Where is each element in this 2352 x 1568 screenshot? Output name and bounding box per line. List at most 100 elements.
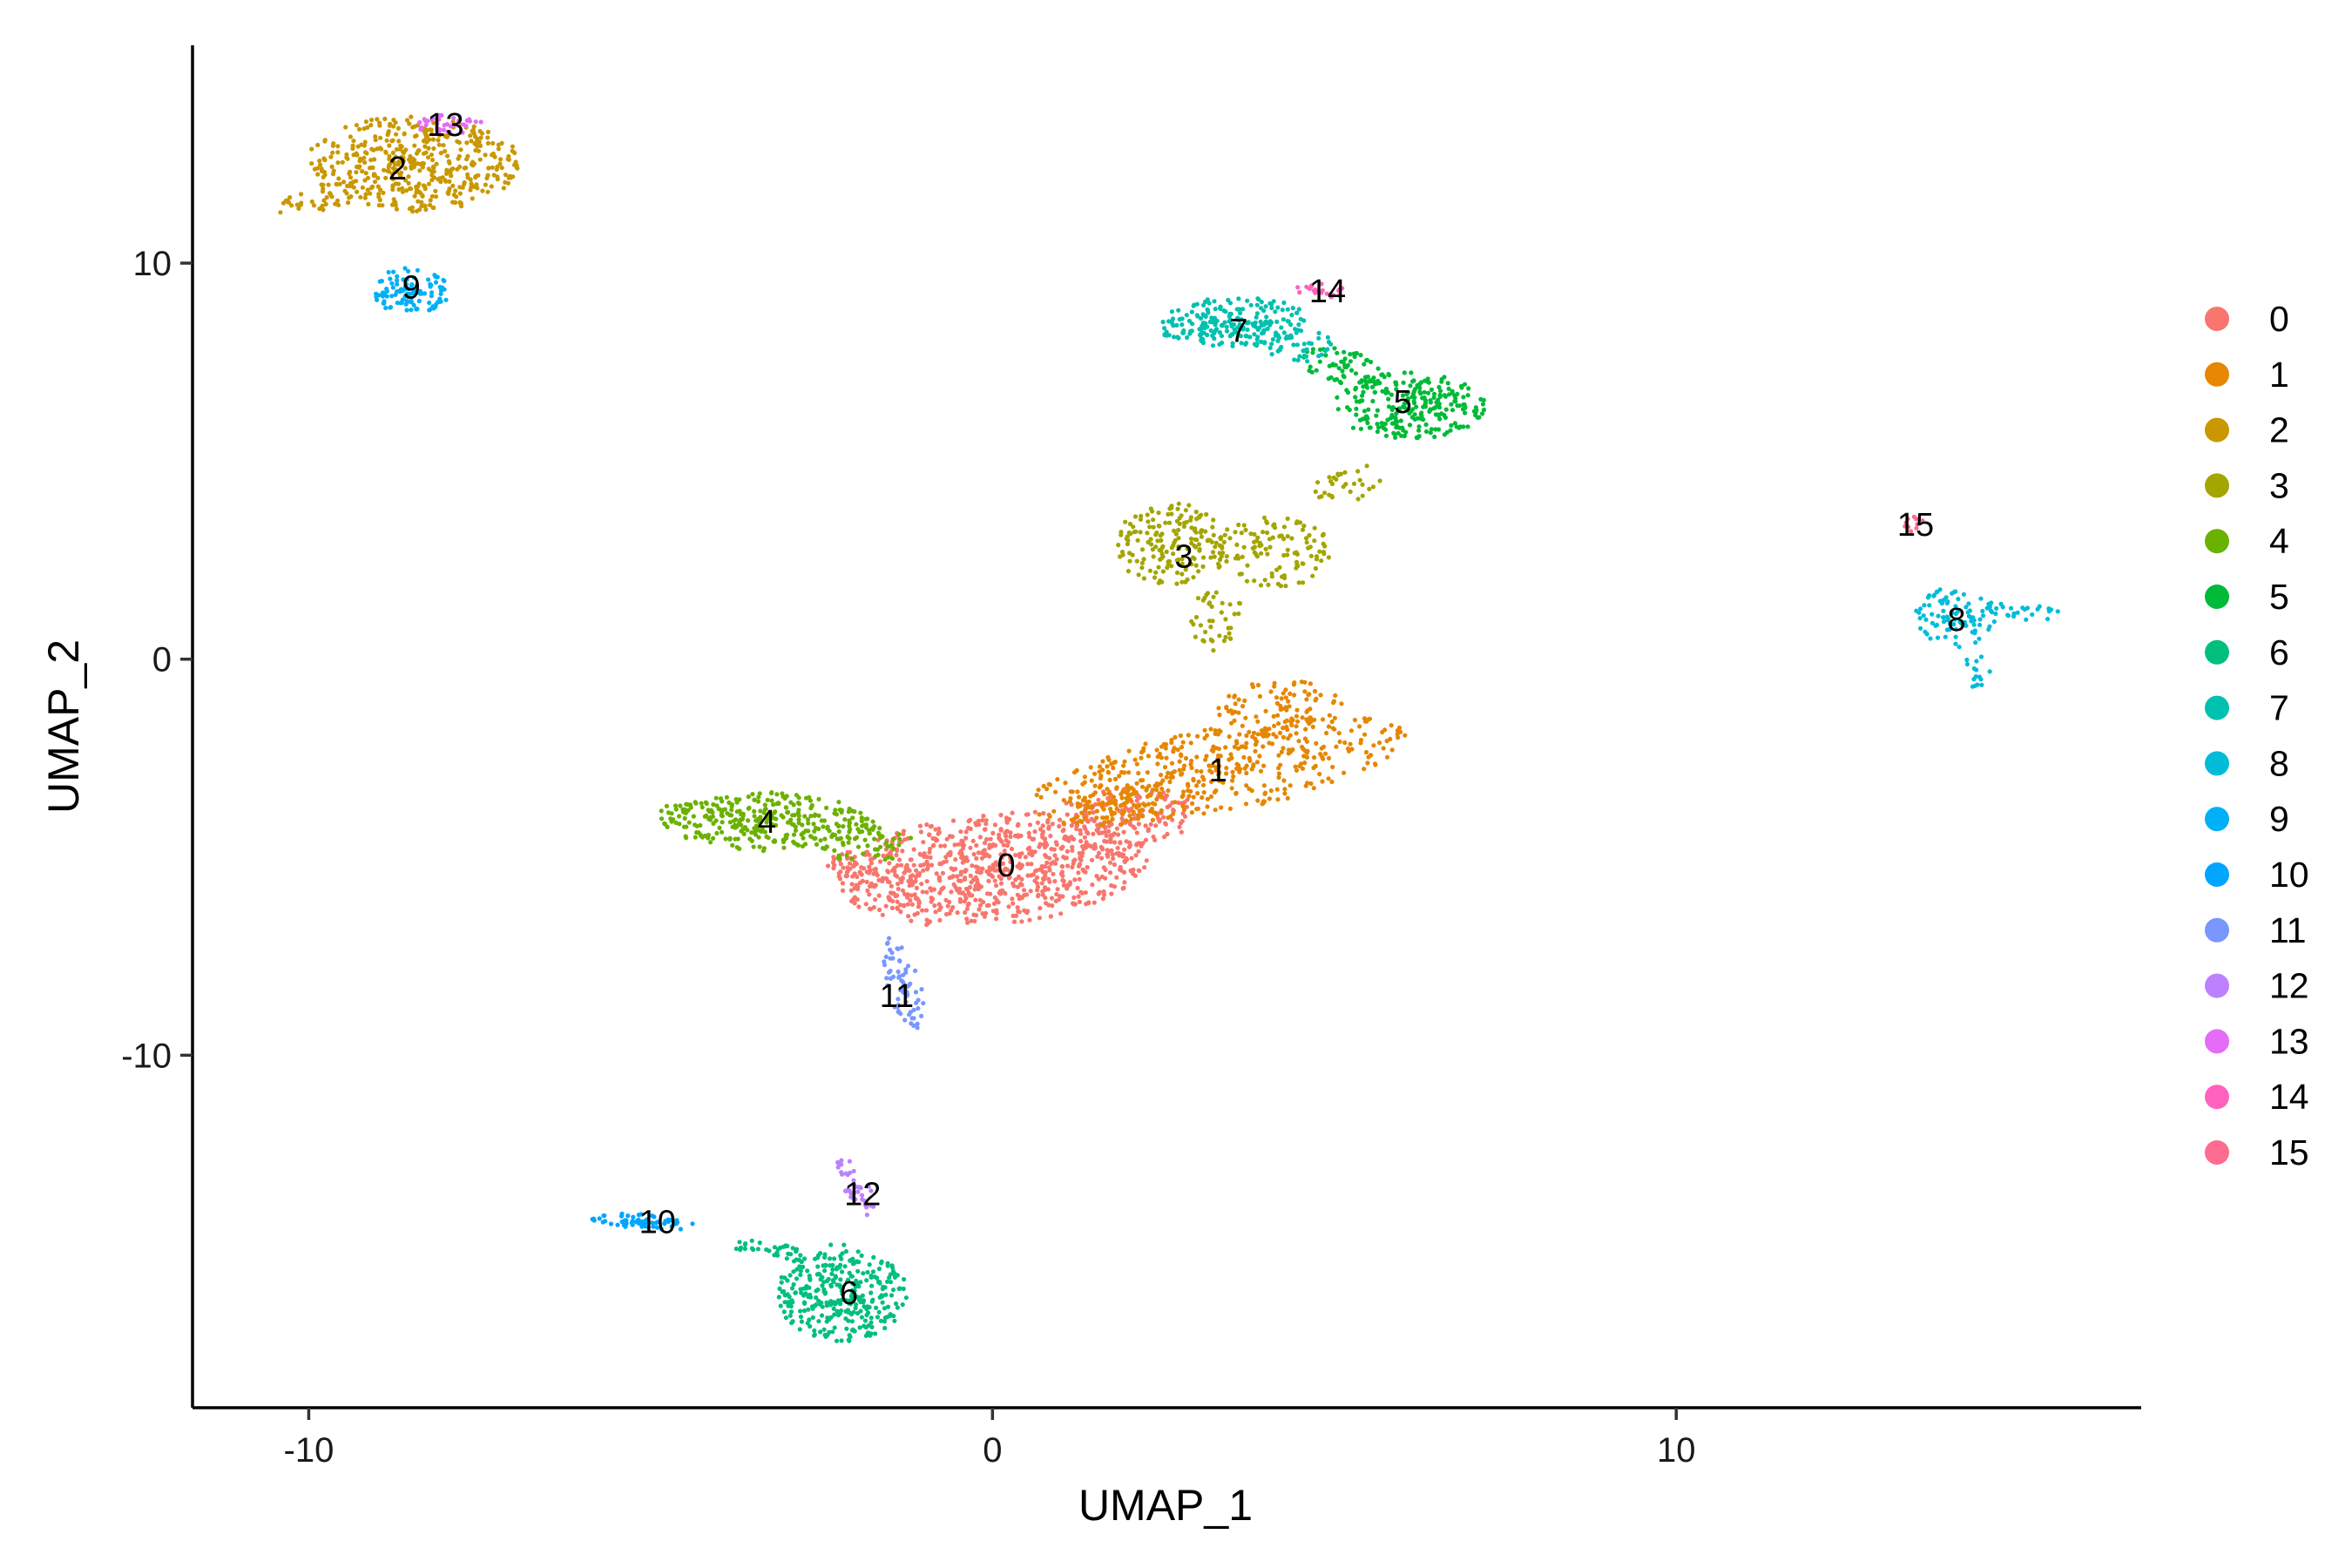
point-cluster-2 — [376, 203, 382, 208]
point-cluster-0 — [1092, 900, 1097, 905]
point-cluster-1 — [1241, 754, 1247, 760]
point-cluster-5 — [1422, 389, 1427, 395]
point-cluster-0 — [982, 827, 988, 832]
point-cluster-6 — [814, 1288, 819, 1294]
point-cluster-5 — [1371, 375, 1376, 381]
point-cluster-0 — [1032, 809, 1037, 814]
point-cluster-3 — [1248, 531, 1254, 537]
point-cluster-3 — [1176, 536, 1181, 541]
point-cluster-2 — [433, 194, 439, 199]
point-cluster-0 — [927, 846, 933, 852]
point-cluster-6 — [812, 1303, 818, 1308]
point-cluster-0 — [1148, 821, 1153, 828]
point-cluster-1 — [1113, 798, 1119, 804]
point-cluster-2 — [348, 194, 354, 199]
point-cluster-7 — [1208, 328, 1213, 334]
point-cluster-0 — [1084, 840, 1089, 845]
point-cluster-1 — [1329, 719, 1335, 725]
point-cluster-5 — [1342, 375, 1347, 380]
point-cluster-0 — [937, 890, 943, 896]
point-cluster-3 — [1156, 564, 1161, 570]
point-cluster-1 — [1342, 740, 1348, 746]
point-cluster-3 — [1183, 564, 1188, 570]
point-cluster-6 — [816, 1271, 821, 1276]
point-cluster-0 — [1083, 869, 1088, 875]
point-cluster-0 — [871, 871, 876, 876]
point-cluster-1 — [1159, 755, 1164, 760]
point-cluster-1 — [1272, 680, 1277, 686]
point-cluster-0 — [974, 855, 979, 862]
point-cluster-1 — [1227, 806, 1233, 812]
point-cluster-0 — [1029, 873, 1034, 878]
point-cluster-1 — [1286, 736, 1291, 741]
point-cluster-1 — [1281, 726, 1286, 731]
point-cluster-7 — [1227, 334, 1233, 339]
point-cluster-2 — [324, 195, 329, 200]
point-cluster-1 — [1071, 816, 1077, 821]
point-cluster-7 — [1247, 335, 1253, 340]
point-cluster-2 — [331, 168, 336, 173]
point-cluster-5 — [1427, 409, 1432, 414]
point-cluster-0 — [983, 854, 988, 859]
point-cluster-15 — [1909, 529, 1914, 534]
cluster-label-4: 4 — [758, 804, 776, 841]
point-cluster-6 — [819, 1313, 825, 1318]
point-cluster-2 — [443, 149, 448, 154]
point-cluster-0 — [889, 883, 894, 889]
point-cluster-4 — [727, 820, 733, 825]
point-cluster-1 — [1136, 771, 1141, 776]
point-cluster-7 — [1269, 341, 1274, 347]
point-cluster-2 — [404, 118, 410, 123]
point-cluster-6 — [838, 1262, 843, 1267]
point-cluster-1 — [1297, 763, 1302, 769]
point-cluster-0 — [920, 908, 925, 913]
point-cluster-1 — [1199, 769, 1204, 774]
point-cluster-2 — [462, 181, 467, 187]
point-cluster-1 — [1150, 787, 1155, 793]
point-cluster-0 — [994, 908, 999, 913]
point-cluster-5 — [1380, 389, 1385, 394]
cluster-label-2: 2 — [389, 151, 407, 187]
point-cluster-4 — [841, 842, 846, 848]
point-cluster-2 — [317, 162, 323, 167]
point-cluster-1 — [1278, 703, 1283, 708]
point-cluster-1 — [1127, 813, 1132, 818]
point-cluster-5 — [1480, 411, 1485, 416]
point-cluster-1 — [1191, 794, 1196, 800]
point-cluster-6 — [835, 1308, 840, 1314]
point-cluster-1 — [1092, 783, 1098, 788]
point-cluster-4 — [846, 840, 851, 845]
point-cluster-3 — [1198, 623, 1203, 628]
point-cluster-0 — [976, 850, 981, 855]
point-cluster-5 — [1341, 359, 1346, 365]
point-cluster-6 — [828, 1242, 834, 1247]
point-cluster-7 — [1255, 335, 1260, 340]
point-cluster-0 — [916, 904, 922, 909]
point-cluster-1 — [1146, 754, 1151, 759]
point-cluster-0 — [901, 828, 907, 834]
point-cluster-0 — [1008, 834, 1013, 840]
point-cluster-0 — [1004, 828, 1009, 835]
point-cluster-1 — [1100, 759, 1105, 764]
point-cluster-8 — [1967, 608, 1973, 613]
point-cluster-7 — [1264, 314, 1269, 320]
point-cluster-2 — [389, 202, 395, 207]
point-cluster-0 — [1037, 916, 1042, 921]
point-cluster-3 — [1156, 524, 1161, 529]
point-cluster-0 — [1043, 853, 1048, 858]
point-cluster-11 — [903, 970, 909, 975]
point-cluster-1 — [1362, 732, 1368, 737]
point-cluster-1 — [1286, 699, 1291, 704]
point-cluster-3 — [1139, 513, 1144, 519]
point-cluster-6 — [798, 1272, 803, 1277]
point-cluster-0 — [1054, 856, 1059, 862]
point-cluster-2 — [429, 172, 435, 178]
point-cluster-2 — [407, 206, 412, 212]
point-cluster-1 — [1190, 801, 1195, 807]
point-cluster-10 — [591, 1218, 597, 1223]
point-cluster-2 — [357, 159, 362, 164]
cluster-label-9: 9 — [402, 269, 421, 306]
point-cluster-1 — [1159, 808, 1164, 814]
point-cluster-1 — [1363, 749, 1369, 755]
point-cluster-9 — [395, 274, 400, 279]
